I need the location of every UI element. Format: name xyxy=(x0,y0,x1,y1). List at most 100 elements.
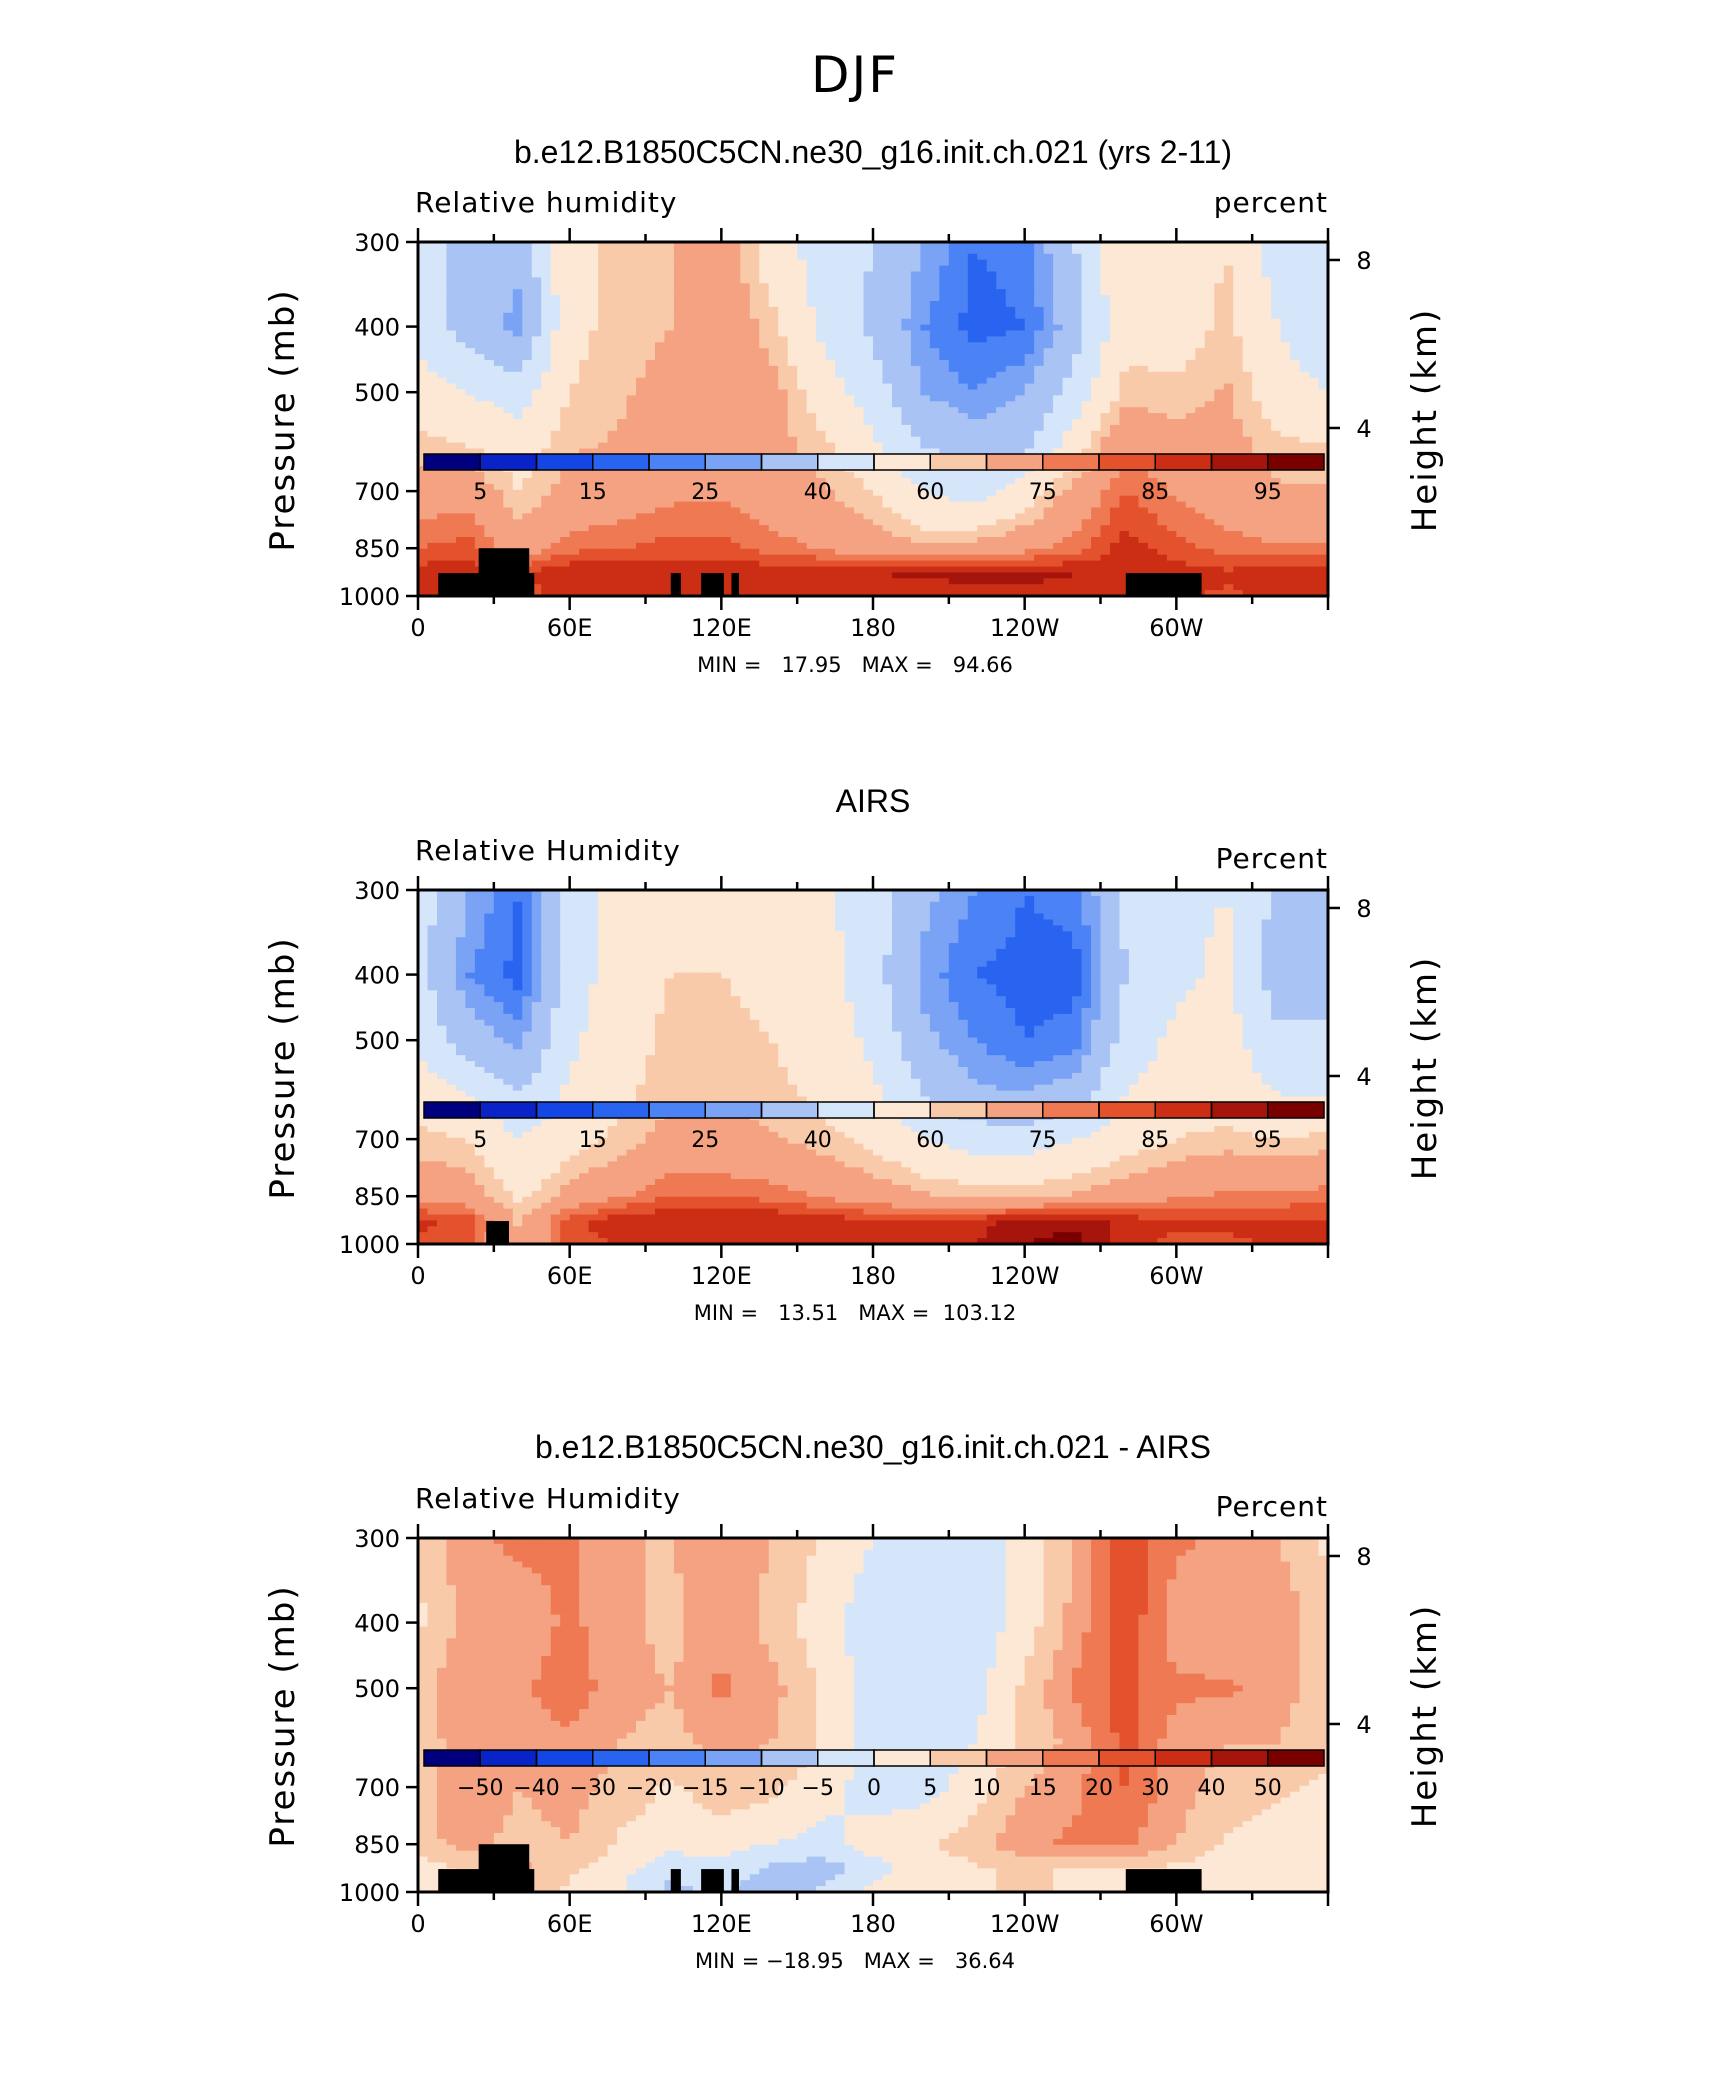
heatmap-cell xyxy=(787,513,798,520)
heatmap-cell xyxy=(920,472,931,479)
heatmap-cell xyxy=(626,424,637,432)
heatmap-cell xyxy=(598,371,609,379)
heatmap-cell xyxy=(522,377,533,385)
heatmap-cell xyxy=(1034,531,1045,538)
heatmap-cell xyxy=(967,371,978,379)
heatmap-cell xyxy=(626,371,637,379)
heatmap-cell xyxy=(806,324,817,332)
heatmap-cell xyxy=(844,448,855,455)
heatmap-cell xyxy=(503,448,514,455)
heatmap-cell xyxy=(1034,383,1045,391)
heatmap-cell xyxy=(939,242,950,249)
heatmap-cell xyxy=(1214,271,1225,278)
heatmap-cell xyxy=(977,259,988,267)
heatmap-cell xyxy=(636,507,647,514)
heatmap-cell xyxy=(891,295,903,302)
heatmap-cell xyxy=(522,424,533,432)
heatmap-cell xyxy=(749,247,760,255)
heatmap-cell xyxy=(721,360,732,367)
heatmap-cell xyxy=(749,242,760,249)
heatmap-cell xyxy=(626,448,637,455)
heatmap-cell xyxy=(1109,301,1121,308)
heatmap-cell xyxy=(569,436,580,444)
heatmap-cell xyxy=(1091,525,1102,532)
heatmap-cell xyxy=(588,312,599,320)
heatmap-cell xyxy=(626,247,637,255)
heatmap-cell xyxy=(1223,501,1234,509)
heatmap-cell xyxy=(1318,330,1329,337)
heatmap-cell xyxy=(1034,265,1045,273)
heatmap-cell xyxy=(740,401,751,408)
heatmap-cell xyxy=(636,513,647,520)
heatmap-cell xyxy=(920,289,931,296)
heatmap-cell xyxy=(1195,424,1206,432)
heatmap-cell xyxy=(636,542,647,550)
heatmap-cell xyxy=(569,301,580,308)
heatmap-cell xyxy=(1024,271,1035,278)
heatmap-cell xyxy=(455,383,466,391)
heatmap-cell xyxy=(1015,259,1026,267)
heatmap-cell xyxy=(958,513,969,520)
heatmap-cell xyxy=(673,265,685,273)
heatmap-cell xyxy=(1015,519,1026,526)
heatmap-cell xyxy=(749,401,760,408)
heatmap-cell xyxy=(1100,247,1111,255)
heatmap-cell xyxy=(901,330,912,337)
heatmap-cell xyxy=(1147,401,1158,408)
heatmap-cell xyxy=(626,401,637,408)
heatmap-cell xyxy=(1223,489,1234,497)
heatmap-cell xyxy=(806,489,817,497)
heatmap-cell xyxy=(967,318,978,326)
heatmap-cell xyxy=(702,513,713,520)
heatmap-cell xyxy=(910,312,921,320)
heatmap-cell xyxy=(569,407,580,414)
heatmap-cell xyxy=(598,413,609,420)
heatmap-cell xyxy=(465,253,476,261)
heatmap-cell xyxy=(1309,531,1320,538)
heatmap-cell xyxy=(503,301,514,308)
heatmap-cell xyxy=(1309,407,1320,414)
heatmap-cell xyxy=(768,318,779,326)
heatmap-cell xyxy=(1185,312,1196,320)
heatmap-cell xyxy=(996,419,1007,426)
heatmap-cell xyxy=(484,336,495,343)
heatmap-cell xyxy=(1072,483,1083,491)
heatmap-cell xyxy=(560,525,571,532)
heatmap-cell xyxy=(702,365,713,373)
heatmap-cell xyxy=(929,495,940,503)
heatmap-cell xyxy=(427,383,438,391)
heatmap-cell xyxy=(1081,495,1092,503)
heatmap-cell xyxy=(607,489,618,497)
heatmap-cell xyxy=(920,301,931,308)
heatmap-cell xyxy=(1299,360,1310,367)
heatmap-cell xyxy=(854,354,865,361)
heatmap-cell xyxy=(1204,318,1215,326)
heatmap-cell xyxy=(1176,419,1187,426)
heatmap-cell xyxy=(1081,318,1092,326)
heatmap-cell xyxy=(759,283,770,290)
heatmap-cell xyxy=(522,371,533,379)
heatmap-cell xyxy=(1318,430,1329,438)
heatmap-cell xyxy=(759,413,770,420)
heatmap-cell xyxy=(844,259,855,267)
heatmap-cell xyxy=(484,259,495,267)
heatmap-cell xyxy=(1034,295,1045,302)
heatmap-cell xyxy=(882,295,893,302)
heatmap-cell xyxy=(1261,513,1272,520)
heatmap-cell xyxy=(778,277,789,284)
heatmap-cell xyxy=(816,242,827,249)
heatmap-cell xyxy=(436,283,448,290)
heatmap-cell xyxy=(531,265,542,273)
heatmap-cell xyxy=(692,336,703,343)
heatmap-cell xyxy=(654,265,666,273)
heatmap-cell xyxy=(711,265,722,273)
heatmap-cell xyxy=(863,436,874,444)
heatmap-cell xyxy=(455,507,466,514)
heatmap-cell xyxy=(778,312,789,320)
heatmap-cell xyxy=(882,283,893,290)
heatmap-cell xyxy=(996,289,1007,296)
heatmap-cell xyxy=(1015,265,1026,273)
heatmap-cell xyxy=(1034,478,1045,485)
heatmap-cell xyxy=(531,277,542,284)
heatmap-cell xyxy=(645,489,656,497)
